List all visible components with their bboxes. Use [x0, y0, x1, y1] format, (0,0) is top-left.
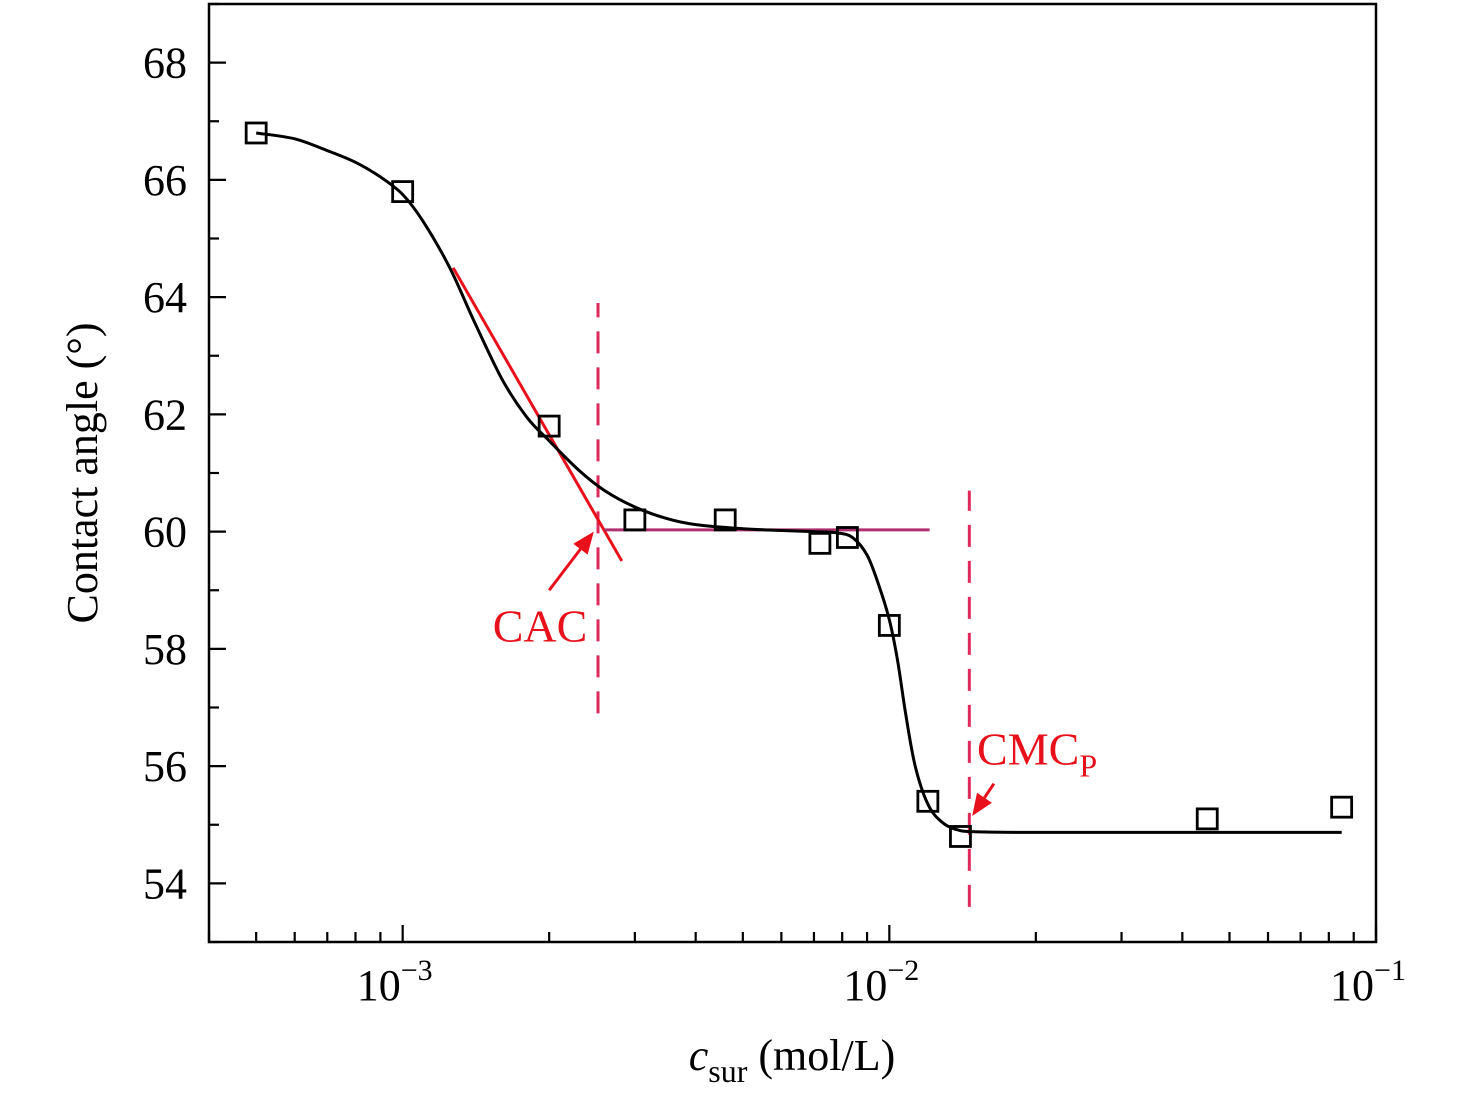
annotation-label: CAC — [493, 600, 588, 651]
y-tick-label: 58 — [143, 625, 187, 674]
y-tick-label: 62 — [143, 390, 187, 439]
y-axis-title: Contact angle (°) — [58, 322, 107, 623]
annotation-text: CMC — [977, 724, 1079, 775]
data-point — [1330, 795, 1354, 819]
y-tick-label: 54 — [143, 859, 187, 908]
x-tick-exp: −1 — [1374, 954, 1406, 987]
x-axis-title-rest: (mol/L) — [747, 1031, 895, 1080]
x-tick-base: 10 — [357, 961, 401, 1010]
annotation-arrow-head — [972, 792, 992, 816]
fit-curve — [255, 131, 1342, 834]
y-tick-label: 68 — [143, 39, 187, 88]
annotation-subscript: P — [1079, 748, 1097, 784]
annotation-arrow-head — [573, 531, 594, 555]
data-points — [244, 121, 1354, 848]
data-point — [808, 531, 832, 555]
data-point — [877, 614, 901, 637]
x-axis-title: csur (mol/L) — [689, 1031, 896, 1089]
data-point — [1195, 807, 1219, 831]
x-tick-exp: −3 — [401, 954, 433, 987]
y-tick-label: 66 — [143, 156, 187, 205]
y-tick-label: 64 — [143, 273, 187, 322]
data-point — [623, 508, 647, 532]
x-tick-label: 10−1 — [1330, 954, 1406, 1010]
x-ticks: 10−3 10−2 10−1 — [207, 925, 1406, 1010]
y-tick-label: 60 — [143, 508, 187, 557]
x-axis-title-main: c — [689, 1031, 709, 1080]
data-point — [244, 121, 268, 145]
annotation-label: CMCP — [977, 724, 1097, 784]
data-point — [391, 180, 415, 204]
y-ticks: 54 56 58 60 62 64 66 68 — [143, 2, 226, 944]
tangent-line — [451, 267, 624, 562]
fit-curve-group — [255, 131, 1342, 834]
plot-frame — [207, 2, 1378, 944]
annotation-arrow-shaft — [547, 548, 582, 592]
data-point — [949, 825, 972, 848]
x-tick-base: 10 — [843, 961, 887, 1010]
data-point — [916, 789, 940, 813]
data-point — [537, 414, 561, 438]
annotations: CAC CMCP — [493, 531, 1097, 816]
x-axis-title-sub: sur — [708, 1053, 747, 1089]
y-tick-label: 56 — [143, 742, 187, 791]
data-point — [835, 526, 859, 549]
x-tick-base: 10 — [1330, 961, 1374, 1010]
guide-lines — [451, 267, 971, 907]
x-tick-exp: −2 — [887, 954, 919, 987]
data-point — [713, 508, 737, 532]
annotation-arrow-shaft — [983, 782, 996, 799]
x-tick-label: 10−2 — [843, 954, 919, 1010]
annotation-text: CAC — [493, 600, 588, 651]
x-tick-label: 10−3 — [357, 954, 433, 1010]
